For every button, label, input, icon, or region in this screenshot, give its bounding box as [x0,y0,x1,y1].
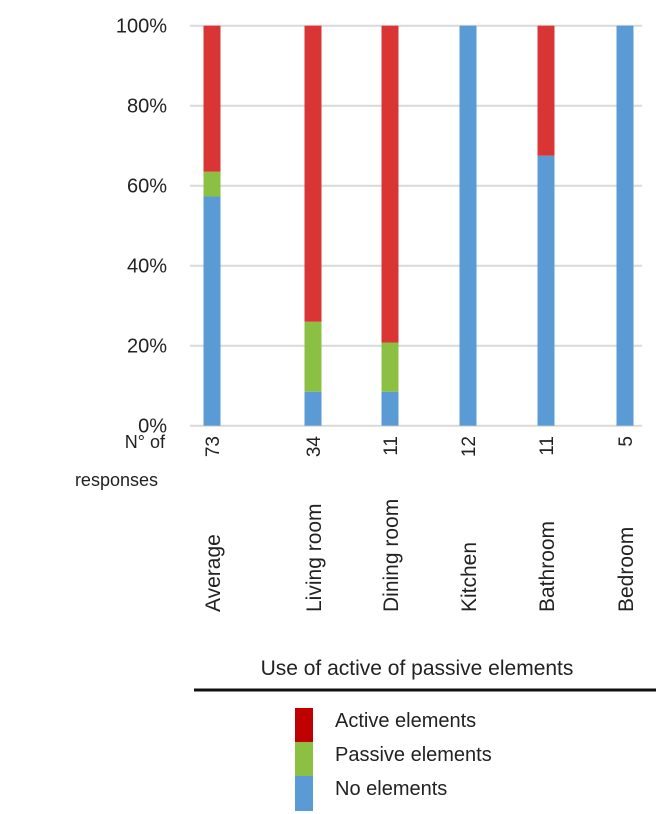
legend-label: Passive elements [335,744,492,766]
y-tick-label: 100% [116,16,167,38]
y-tick-label: 40% [127,256,167,278]
legend-label: Active elements [335,710,476,732]
response-count: 5 [616,436,637,447]
response-count: 73 [203,436,224,457]
response-count: 11 [537,436,558,456]
bar-segment [203,171,221,197]
bar-segment [304,25,322,322]
y-tick-label: 60% [127,176,167,198]
legend-swatch [295,776,313,811]
category-label: Bathroom [536,521,559,612]
category-label: Average [202,534,225,612]
legend-label: No elements [335,778,447,800]
y-tick-label: 0% [138,416,167,438]
bar-segment [381,391,399,426]
y-tick-label: 20% [127,336,167,358]
bar-segment [304,391,322,426]
response-count: 11 [381,436,402,456]
response-count: 12 [459,436,480,457]
bar-segment [381,25,399,343]
responses-label: N° of [125,432,166,452]
category-label: Kitchen [458,542,481,612]
bar-segment [203,196,221,426]
x-axis-title: Use of active of passive elements [261,657,574,680]
bar-segment [537,25,555,156]
response-count: 34 [304,436,325,458]
responses-label: responses [75,470,158,490]
legend-swatch [295,708,313,743]
legend-swatch [295,742,313,777]
bar-segment [459,25,477,426]
bar-segment [537,155,555,426]
bar-segment [381,342,399,392]
bar-segment [616,25,634,426]
y-tick-label: 80% [127,96,167,118]
bar-segment [203,25,221,172]
category-label: Dining room [380,499,403,612]
bar-segment [304,321,322,392]
category-label: Living room [303,503,326,612]
category-label: Bedroom [615,527,638,612]
